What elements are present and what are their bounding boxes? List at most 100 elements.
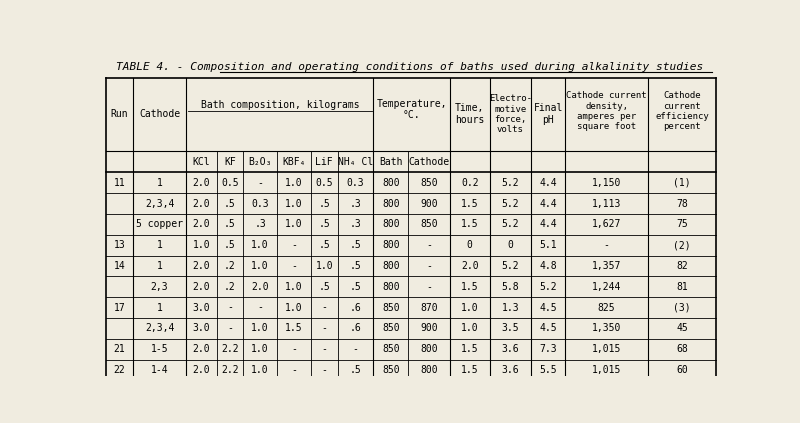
Text: 11: 11 [114,178,126,188]
Text: 1.0: 1.0 [286,199,303,209]
Text: .5: .5 [224,199,236,209]
Text: 5.2: 5.2 [502,178,519,188]
Text: .3: .3 [350,220,362,229]
Text: 1.0: 1.0 [251,365,269,375]
Text: 22: 22 [114,365,126,375]
Text: 2.0: 2.0 [193,178,210,188]
Text: 850: 850 [420,220,438,229]
Text: 1.0: 1.0 [251,344,269,354]
Text: -: - [353,344,358,354]
Text: .5: .5 [350,282,362,292]
Text: -: - [322,323,327,333]
Text: 3.6: 3.6 [502,344,519,354]
Text: -: - [322,344,327,354]
Text: 800: 800 [382,178,400,188]
Text: 3.0: 3.0 [193,323,210,333]
Text: 4.4: 4.4 [539,220,557,229]
Text: 870: 870 [420,302,438,313]
Text: 850: 850 [382,365,400,375]
Text: 800: 800 [382,282,400,292]
Text: 850: 850 [420,178,438,188]
Text: 1.5: 1.5 [461,344,478,354]
Text: 1.0: 1.0 [286,178,303,188]
Text: 2.0: 2.0 [251,282,269,292]
Text: -: - [426,282,432,292]
Text: 21: 21 [114,344,126,354]
Text: .5: .5 [350,365,362,375]
Text: -: - [604,240,610,250]
Text: .2: .2 [224,261,236,271]
Text: .5: .5 [318,220,330,229]
Text: 4.8: 4.8 [539,261,557,271]
Text: KCl: KCl [193,157,210,167]
Text: Electro-
motive
force,
volts: Electro- motive force, volts [489,94,532,135]
Text: 2.0: 2.0 [193,282,210,292]
Text: 1.0: 1.0 [251,261,269,271]
Text: 4.4: 4.4 [539,199,557,209]
Text: 2.0: 2.0 [193,220,210,229]
Text: 1.0: 1.0 [286,302,303,313]
Text: 0.3: 0.3 [346,178,364,188]
Text: -: - [291,344,297,354]
Text: 850: 850 [382,302,400,313]
Text: 17: 17 [114,302,126,313]
Text: 2.0: 2.0 [193,261,210,271]
Text: 60: 60 [676,365,688,375]
Text: Bath: Bath [379,157,402,167]
Text: TABLE 4. - Composition and operating conditions of baths used during alkalinity : TABLE 4. - Composition and operating con… [116,62,704,72]
Text: 2,3,4: 2,3,4 [145,199,174,209]
Text: B₂O₃: B₂O₃ [248,157,272,167]
Text: 1,357: 1,357 [592,261,622,271]
Text: 0: 0 [507,240,514,250]
Text: 4.5: 4.5 [539,302,557,313]
Text: .5: .5 [350,261,362,271]
Text: 1-4: 1-4 [150,365,168,375]
Text: 4.4: 4.4 [539,178,557,188]
Text: 800: 800 [382,261,400,271]
Text: 1.0: 1.0 [251,240,269,250]
Text: 1.5: 1.5 [461,220,478,229]
Text: -: - [291,240,297,250]
Text: 1: 1 [157,240,162,250]
Text: 82: 82 [676,261,688,271]
Text: 78: 78 [676,199,688,209]
Text: 13: 13 [114,240,126,250]
Text: 2,3: 2,3 [150,282,168,292]
Text: 5.5: 5.5 [539,365,557,375]
Text: Time,
hours: Time, hours [455,104,484,125]
Text: .5: .5 [350,240,362,250]
Text: KBF₄: KBF₄ [282,157,306,167]
Text: 5.1: 5.1 [539,240,557,250]
Text: .5: .5 [224,240,236,250]
Text: 1,244: 1,244 [592,282,622,292]
Text: 1.0: 1.0 [286,220,303,229]
Text: 14: 14 [114,261,126,271]
Text: .3: .3 [254,220,266,229]
Text: 2.0: 2.0 [461,261,478,271]
Text: 2,3,4: 2,3,4 [145,323,174,333]
Text: .6: .6 [350,323,362,333]
Text: KF: KF [224,157,236,167]
Text: .5: .5 [318,282,330,292]
Text: 800: 800 [382,240,400,250]
Text: -: - [227,302,233,313]
Text: 1.0: 1.0 [251,323,269,333]
Text: 1.5: 1.5 [461,365,478,375]
Text: 1.0: 1.0 [461,323,478,333]
Text: -: - [322,365,327,375]
Text: 1,015: 1,015 [592,365,622,375]
Text: .2: .2 [224,282,236,292]
Text: 800: 800 [382,199,400,209]
Text: -: - [257,178,263,188]
Text: 2.2: 2.2 [221,344,238,354]
Text: 45: 45 [676,323,688,333]
Text: 5.2: 5.2 [502,261,519,271]
Text: Cathode: Cathode [409,157,450,167]
Text: 1,627: 1,627 [592,220,622,229]
Text: .5: .5 [318,199,330,209]
Text: 800: 800 [420,365,438,375]
Text: 1.0: 1.0 [193,240,210,250]
Text: 0: 0 [466,240,473,250]
Text: .6: .6 [350,302,362,313]
Text: -: - [291,365,297,375]
